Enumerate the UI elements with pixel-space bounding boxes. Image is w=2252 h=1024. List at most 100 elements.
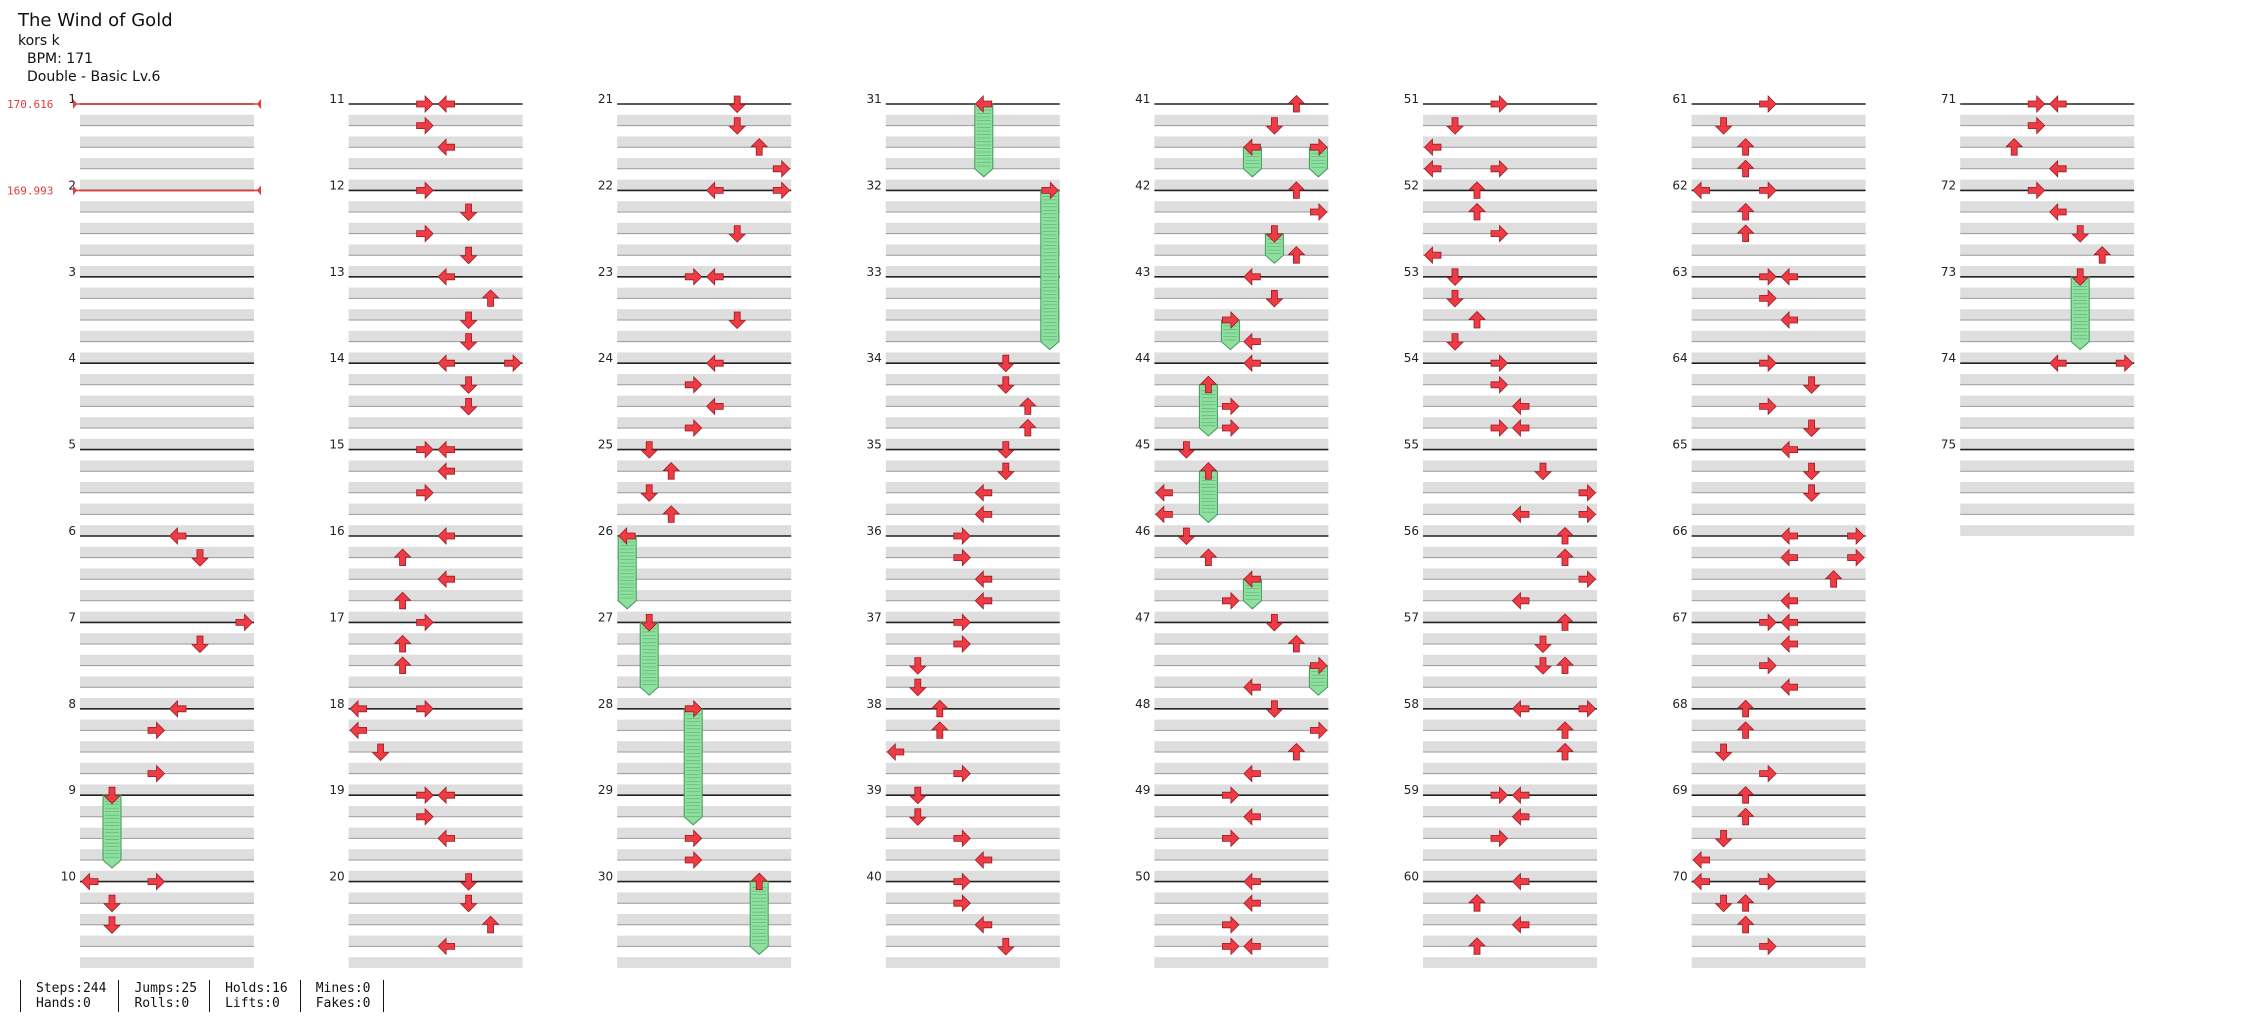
measure-band <box>1154 719 1329 731</box>
arrow-down-icon <box>728 311 747 330</box>
measure-number: 15 <box>329 438 344 452</box>
measure-number: 24 <box>598 351 613 365</box>
measure-band <box>885 309 1060 320</box>
measure-band <box>617 503 792 515</box>
measure-band <box>617 676 792 688</box>
measure-13: 13 <box>329 265 523 364</box>
measure-41: 41 <box>1135 92 1329 191</box>
measure-band <box>617 784 792 796</box>
measure-number: 57 <box>1404 610 1419 624</box>
measure-band <box>1691 849 1866 860</box>
measure-49: 49 <box>1135 783 1329 882</box>
measure-band <box>1423 914 1597 925</box>
measure-band <box>1423 417 1597 428</box>
measure-band <box>1154 784 1329 796</box>
arrow-down-icon <box>728 95 747 114</box>
hold-note <box>1264 233 1284 264</box>
measure-number: 72 <box>1941 178 1956 192</box>
measure-band <box>1423 438 1597 450</box>
arrow-left-icon <box>2049 159 2067 178</box>
arrow-down-icon <box>996 462 1015 481</box>
measure-57: 57 <box>1404 610 1597 709</box>
measure-number: 4 <box>68 351 76 365</box>
measure-band <box>617 914 792 925</box>
arrow-right-icon <box>416 613 434 632</box>
arrow-down-icon <box>2071 268 2090 286</box>
measure-band <box>885 374 1060 385</box>
measure-band <box>1154 611 1329 623</box>
measure-band <box>80 806 254 817</box>
measure-number: 26 <box>598 524 613 538</box>
arrow-right-icon <box>504 354 522 373</box>
arrow-up-icon <box>481 289 500 307</box>
measure-band <box>1691 136 1866 148</box>
measure-band <box>617 719 792 731</box>
measure-band <box>80 136 254 148</box>
measure-band <box>80 244 254 256</box>
arrow-up-icon <box>1736 894 1755 912</box>
measure-band <box>1960 179 2135 191</box>
arrow-down-icon <box>459 894 478 913</box>
arrow-up-icon <box>393 656 412 674</box>
measure-band <box>885 352 1060 364</box>
arrow-up-icon <box>1468 310 1486 329</box>
arrow-up-icon <box>1556 656 1574 674</box>
measure-band <box>1423 482 1597 493</box>
measure-band <box>1691 309 1866 320</box>
measure-band <box>1691 741 1866 752</box>
stat-holds: Holds:16 <box>225 981 288 996</box>
measure-band <box>1423 892 1597 904</box>
measure-band <box>885 136 1060 148</box>
arrow-right-icon <box>147 721 166 740</box>
measure-band <box>617 179 792 191</box>
measure-band <box>1154 352 1329 364</box>
arrow-right-icon <box>416 181 434 200</box>
measure-band <box>1154 309 1329 320</box>
measure-band <box>348 525 523 536</box>
measure-band <box>1423 287 1597 299</box>
measure-55: 55 <box>1404 438 1597 536</box>
arrow-up-icon <box>662 505 681 523</box>
arrow-right-icon <box>1759 95 1777 113</box>
measure-number: 32 <box>867 178 882 192</box>
measure-band <box>1423 136 1597 148</box>
measure-band <box>80 719 254 731</box>
measure-band <box>1423 201 1597 212</box>
arrow-down-icon <box>1265 700 1284 718</box>
measure-band <box>1691 590 1866 601</box>
measure-number: 29 <box>598 783 613 797</box>
measure-band <box>348 914 523 925</box>
measure-band <box>1154 633 1329 644</box>
measure-band <box>1154 330 1329 342</box>
arrow-right-icon <box>147 764 166 783</box>
measure-band <box>80 762 254 774</box>
measure-number: 66 <box>1672 524 1687 538</box>
measure-9: 9 <box>68 783 254 882</box>
measure-number: 62 <box>1672 178 1687 192</box>
measure-band <box>1960 114 2135 126</box>
hold-note <box>1308 146 1328 178</box>
measure-band <box>617 222 792 234</box>
arrow-left-icon <box>2049 354 2067 373</box>
song-header: The Wind of Gold kors k BPM: 171 Double … <box>18 10 173 86</box>
measure-band <box>348 374 523 385</box>
arrow-left-icon <box>437 937 456 956</box>
arrow-left-icon <box>1780 311 1798 329</box>
measure-number: 56 <box>1404 524 1419 538</box>
arrow-left-icon <box>437 95 456 113</box>
hold-note <box>102 794 122 869</box>
measure-band <box>1154 827 1329 839</box>
measure-band <box>1154 741 1329 752</box>
arrow-up-icon <box>1736 202 1755 221</box>
arrow-up-icon <box>750 872 769 890</box>
measure-band <box>80 482 254 493</box>
arrow-down-icon <box>1714 894 1733 913</box>
measure-band <box>1691 417 1866 428</box>
measure-number: 61 <box>1672 92 1687 106</box>
measure-band <box>1154 438 1329 450</box>
arrow-right-icon <box>1759 937 1777 956</box>
arrow-up-icon <box>1287 181 1306 199</box>
measure-band <box>885 460 1060 472</box>
measure-band <box>80 525 254 536</box>
measure-band <box>617 201 792 212</box>
